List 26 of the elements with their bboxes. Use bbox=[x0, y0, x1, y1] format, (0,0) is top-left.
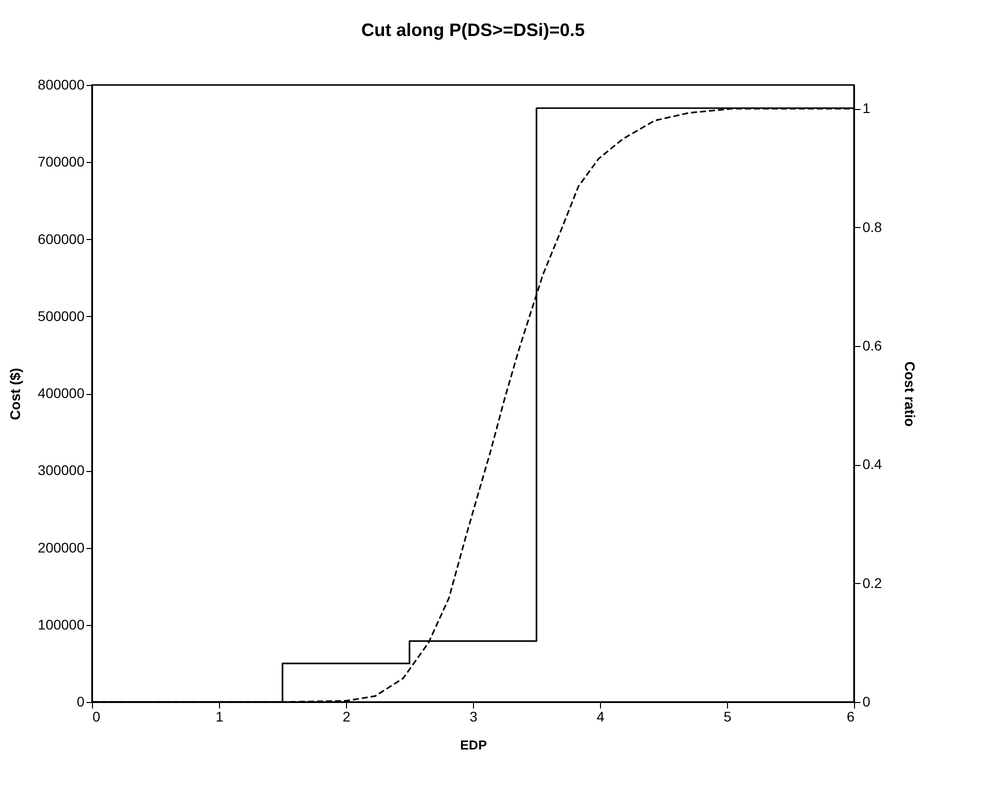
x-tick-label: 6 bbox=[846, 708, 855, 724]
y2-tick-label: 0.2 bbox=[862, 574, 882, 591]
y-tick-label: 100000 bbox=[38, 616, 85, 632]
chart-title: Cut along P(DS>=DSi)=0.5 bbox=[361, 20, 585, 40]
y-tick-label: 700000 bbox=[38, 154, 85, 170]
y-tick-label: 800000 bbox=[38, 76, 85, 92]
x-tick-label: 2 bbox=[342, 708, 351, 724]
y-tick-label: 500000 bbox=[38, 308, 85, 324]
y-axis-title: Cost ($) bbox=[6, 368, 23, 420]
y-tick-label: 200000 bbox=[38, 539, 85, 556]
y2-axis-title: Cost ratio bbox=[902, 361, 918, 427]
y-tick-label: 400000 bbox=[38, 385, 85, 401]
x-tick-label: 5 bbox=[724, 708, 732, 724]
x-tick-label: 1 bbox=[216, 708, 224, 724]
y2-tick-label: 0 bbox=[862, 694, 870, 710]
y2-tick-label: 0.8 bbox=[862, 218, 882, 235]
y2-tick-label: 0.6 bbox=[862, 338, 882, 354]
y-tick-label: 0 bbox=[76, 694, 85, 710]
y2-tick-label: 0.4 bbox=[862, 456, 882, 472]
x-tick-label: 4 bbox=[596, 708, 605, 724]
y-tick-label: 600000 bbox=[38, 230, 85, 247]
y2-tick-label: 1 bbox=[862, 100, 870, 116]
y-tick-label: 300000 bbox=[38, 462, 85, 478]
x-axis-title: EDP bbox=[460, 738, 488, 752]
x-tick-label: 0 bbox=[92, 708, 100, 724]
x-tick-label: 3 bbox=[470, 708, 478, 724]
